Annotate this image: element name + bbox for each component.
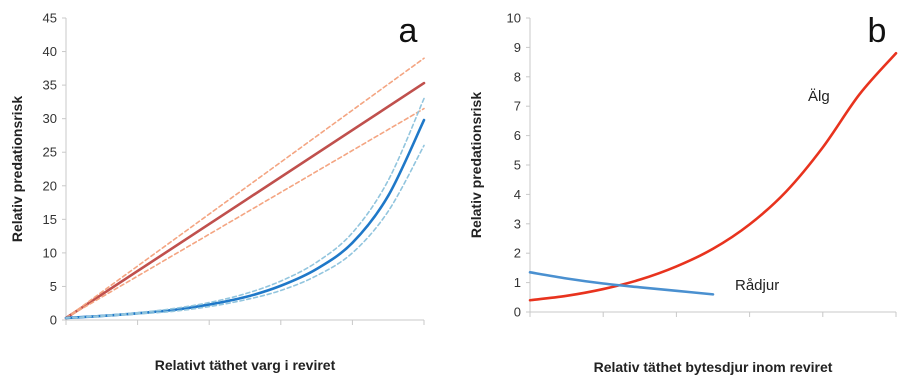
y-tick-label: 15 (43, 212, 57, 227)
panel-letter: a (399, 12, 418, 50)
y-tick-label: 10 (507, 11, 521, 26)
series-line (64, 118, 426, 320)
y-tick-label: 0 (514, 305, 521, 320)
series-line-Älg (528, 51, 898, 302)
x-axis-title: Relativ täthet bytesdjur inom reviret (594, 359, 833, 375)
y-tick-label: 9 (514, 40, 521, 55)
y-tick-label: 3 (514, 216, 521, 231)
series-line (64, 81, 426, 320)
y-tick-label: 20 (43, 178, 57, 193)
panel-letter: b (868, 12, 887, 50)
y-tick-label: 35 (43, 78, 57, 93)
y-tick-label: 7 (514, 99, 521, 114)
y-tick-label: 30 (43, 111, 57, 126)
y-tick-label: 10 (43, 245, 57, 260)
y-tick-label: 25 (43, 145, 57, 160)
series-label: Rådjur (735, 277, 779, 294)
series-label: Älg (808, 88, 830, 105)
y-tick-label: 6 (514, 128, 521, 143)
y-tick-label: 0 (50, 313, 57, 328)
confidence-band-line (65, 57, 425, 319)
y-axis-title: Relativ predationsrisk (9, 96, 25, 242)
confidence-band-line (65, 107, 425, 319)
chart-panel-b: 0 1 2 3 4 5 6 7 8 9 10 Relativ predationsrisk Relati… (468, 11, 898, 375)
chart-panel-a: 0 5 10 15 20 25 30 35 40 45 Relativ predationsrisk… (9, 11, 426, 373)
x-axis-title: Relativt täthet varg i reviret (155, 357, 336, 373)
y-tick-label: 5 (50, 279, 57, 294)
y-tick-label: 2 (514, 246, 521, 261)
confidence-band-line (65, 144, 425, 319)
y-tick-label: 45 (43, 11, 57, 26)
y-tick-label: 4 (514, 187, 521, 202)
confidence-band-line (65, 97, 425, 319)
y-axis-title: Relativ predationsrisk (468, 92, 484, 238)
series-line-Rådjur (528, 271, 715, 296)
y-tick-label: 1 (514, 275, 521, 290)
y-tick-label: 8 (514, 69, 521, 84)
y-tick-label: 5 (514, 158, 521, 173)
y-tick-label: 40 (43, 44, 57, 59)
